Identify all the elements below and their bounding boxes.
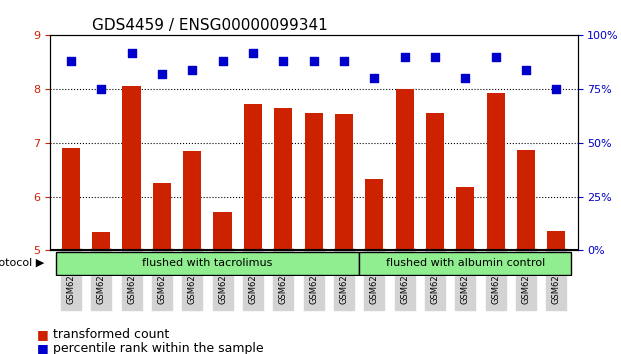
Text: protocol ▶: protocol ▶ [0, 258, 45, 268]
Point [339, 58, 349, 64]
Bar [122, 86, 141, 250]
Bar [486, 93, 505, 250]
Bar [274, 108, 292, 250]
Point [369, 75, 379, 81]
Text: flushed with albumin control: flushed with albumin control [386, 258, 545, 268]
Bar [365, 179, 383, 250]
Point [400, 54, 410, 60]
Bar [304, 113, 323, 250]
FancyBboxPatch shape [359, 252, 571, 275]
Point [66, 58, 76, 64]
Point [430, 54, 440, 60]
Point [460, 75, 470, 81]
Text: transformed count: transformed count [53, 328, 169, 341]
Point [188, 67, 197, 73]
Point [127, 50, 137, 56]
Point [309, 58, 319, 64]
Bar [547, 231, 565, 250]
Point [248, 50, 258, 56]
Point [521, 67, 531, 73]
Bar [456, 187, 474, 250]
Point [491, 54, 501, 60]
Bar [335, 114, 353, 250]
FancyBboxPatch shape [56, 252, 359, 275]
Point [551, 86, 561, 92]
Text: flushed with tacrolimus: flushed with tacrolimus [142, 258, 273, 268]
Bar [517, 150, 535, 250]
Point [96, 86, 106, 92]
Bar [62, 148, 80, 250]
Text: ■: ■ [37, 328, 49, 341]
Text: ■: ■ [37, 342, 49, 354]
Bar [426, 113, 444, 250]
Bar [153, 183, 171, 250]
Bar [92, 232, 111, 250]
Bar [244, 104, 262, 250]
Point [278, 58, 288, 64]
Point [217, 58, 227, 64]
Bar [183, 151, 201, 250]
Point [157, 71, 167, 77]
Text: percentile rank within the sample: percentile rank within the sample [53, 342, 263, 354]
Bar [396, 89, 414, 250]
Text: GDS4459 / ENSG00000099341: GDS4459 / ENSG00000099341 [92, 18, 328, 33]
Bar [214, 212, 232, 250]
